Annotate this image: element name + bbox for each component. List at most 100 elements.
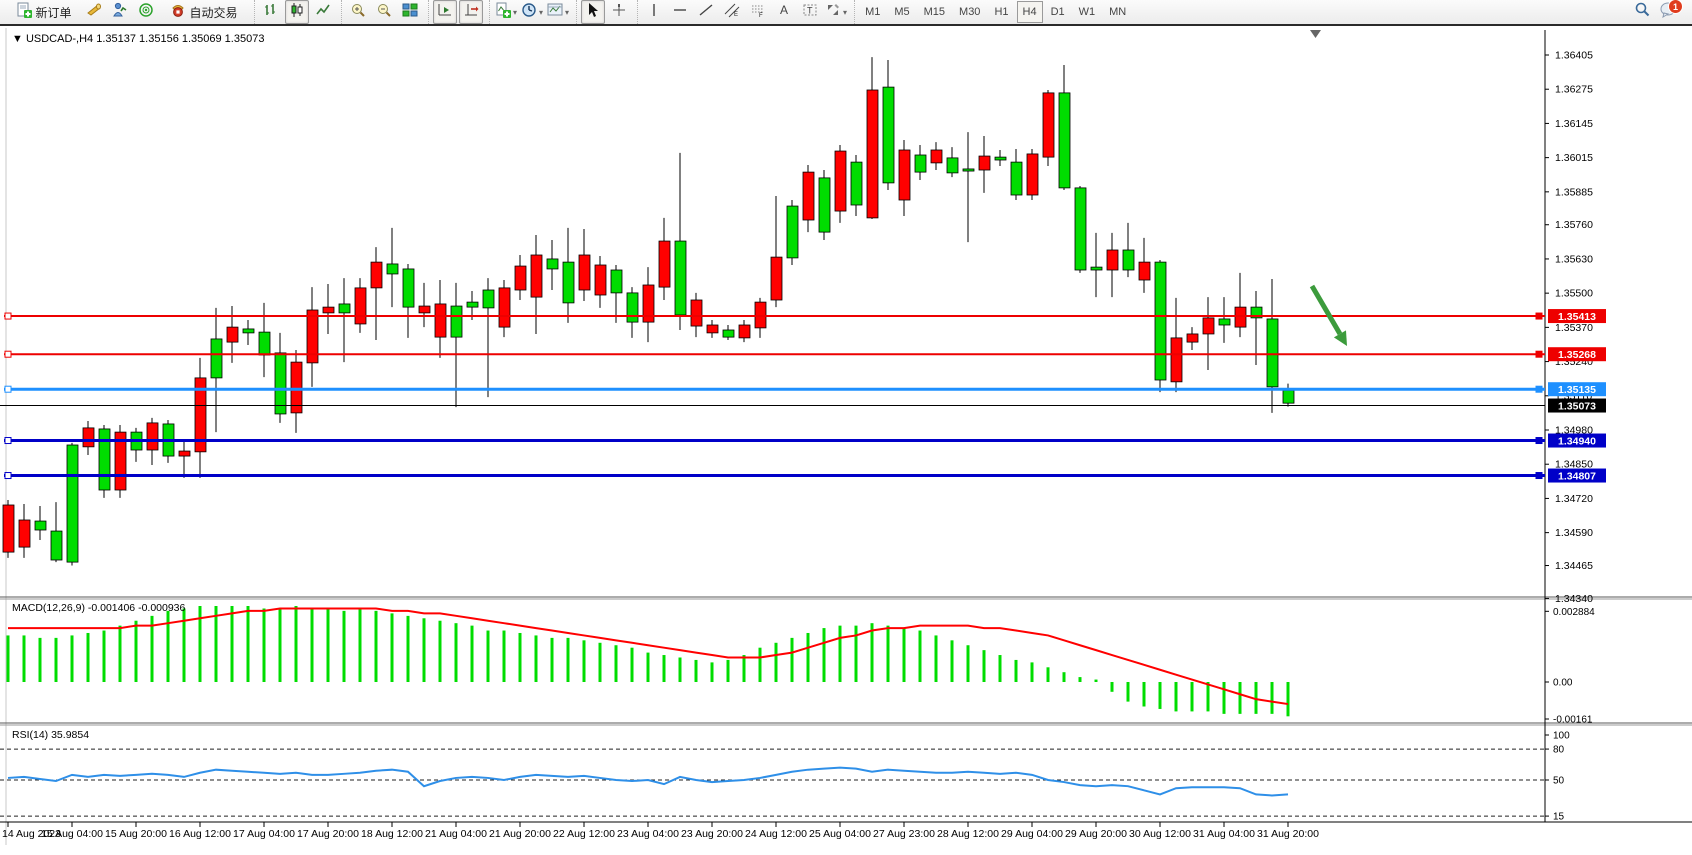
price-tick-label: 1.34590 [1555,527,1593,539]
text-label-icon: T [802,2,818,23]
price-tick-label: 1.36145 [1555,118,1593,130]
auto-trading-button[interactable]: 自动交易 [160,0,248,24]
line-handle[interactable] [4,312,12,320]
time-tick-label: 27 Aug 23:00 [873,828,935,840]
line-handle[interactable] [4,350,12,358]
timeframe-button-D1[interactable]: D1 [1050,6,1065,18]
insert-group: ▾ ▾ ▾ [489,0,574,24]
radar-icon [138,2,154,23]
line-anchor[interactable] [1535,312,1543,320]
timeframe-button-M15[interactable]: M15 [923,6,946,18]
svg-text:F: F [759,13,763,18]
candle-body [242,328,255,334]
candle-body [994,156,1007,161]
chart-shift-marker[interactable] [1310,30,1321,38]
chevron-down-icon: ▾ [513,7,518,17]
notifications-button[interactable]: 1 [1656,0,1683,24]
line-chart-button[interactable] [311,0,335,24]
indicators-button[interactable]: ▾ [494,0,518,24]
zoom-in-button[interactable] [346,0,370,24]
metaeditor-button[interactable] [82,0,106,24]
candle-body [66,444,79,563]
candle-body [2,504,15,553]
line-handle[interactable] [4,472,12,480]
periods-button[interactable]: ▾ [520,0,544,24]
zoom-out-button[interactable] [372,0,396,24]
line-anchor[interactable] [1535,385,1543,393]
candle-body [850,161,863,206]
equidistant-channel-icon: E [724,2,740,23]
candle-body [530,254,543,298]
candlestick-chart-button[interactable] [285,0,309,24]
price-tick-label: 1.34340 [1555,593,1593,605]
price-tick-label: 1.35370 [1555,322,1593,334]
search-icon [1634,1,1651,23]
auto-scroll-button[interactable] [433,0,457,24]
new-order-button[interactable]: 新订单 [8,0,80,24]
rsi-axis-label: 50 [1553,776,1565,787]
text-label-button[interactable]: T [798,0,822,24]
timeframe-button-M1[interactable]: M1 [865,6,881,18]
candle-body [482,289,495,309]
candle-body [306,309,319,364]
candle-body [642,284,655,323]
candle-body [18,519,31,548]
line-anchor[interactable] [1535,472,1543,480]
line-anchor[interactable] [1535,350,1543,358]
timeframe-button-M30[interactable]: M30 [959,6,981,18]
time-tick-label: 24 Aug 12:00 [745,828,807,840]
chart-title: ▼ USDCAD-,H4 1.35137 1.35156 1.35069 1.3… [12,33,264,45]
candle-body [1282,389,1295,404]
price-line-badge-label: 1.35135 [1558,384,1596,396]
text-button[interactable]: A [772,0,796,24]
candle-body [722,329,735,338]
line-handle[interactable] [4,437,12,445]
timeframe-button-MN[interactable]: MN [1109,6,1127,18]
chart-shift-button[interactable] [459,0,483,24]
macd-axis-label: -0.00161 [1553,715,1593,726]
search-button[interactable] [1630,0,1654,24]
main-toolbar: 新订单 自动交易 ▾ ▾ ▾ E F A T [0,0,1692,26]
cursor-button[interactable] [581,0,606,24]
svg-text:E: E [734,12,738,18]
chart-canvas[interactable]: 1.36405 1.36275 1.36145 1.36015 1.35885 1.357… [0,26,1692,855]
tile-windows-button[interactable] [398,0,422,24]
time-tick-label: 31 Aug 20:00 [1257,828,1319,840]
down-arrow-annotation[interactable] [1309,284,1343,336]
bar-chart-button[interactable] [259,0,283,24]
candle-body [386,263,399,275]
time-tick-label: 29 Aug 20:00 [1065,828,1127,840]
signals-button[interactable] [134,0,158,24]
timeframe-button-H4[interactable]: H4 [1016,1,1043,23]
clock-icon [521,2,537,23]
rsi-axis-label: 15 [1553,812,1565,823]
candle-body [754,301,767,329]
new-order-label: 新订单 [35,5,72,20]
crosshair-button[interactable] [607,0,631,24]
down-arrow-head [1333,330,1347,346]
candle-body [1250,306,1263,319]
candle-body [450,305,463,338]
candle-body [1154,261,1167,381]
line-anchor[interactable] [1535,437,1543,445]
templates-button[interactable]: ▾ [546,0,570,24]
timeframe-button-H1[interactable]: H1 [994,6,1009,18]
horizontal-line-button[interactable] [668,0,692,24]
trendline-button[interactable] [694,0,718,24]
line-handle[interactable] [4,385,12,393]
candle-body [658,240,671,288]
candle-body [226,326,239,343]
arrows-button[interactable]: ▾ [824,0,848,24]
timeframe-button-W1[interactable]: W1 [1078,6,1096,18]
strategy-tester-button[interactable] [108,0,132,24]
candle-body [706,324,719,334]
macd-axis-label: 0.00 [1553,678,1573,689]
candle-body [978,155,991,171]
fibonacci-button[interactable]: F [746,0,770,24]
vertical-line-button[interactable] [642,0,666,24]
time-tick-label: 15 Aug 20:00 [105,828,167,840]
macd-label: MACD(12,26,9) -0.001406 -0.000936 [12,602,186,614]
equidistant-channel-button[interactable]: E [720,0,744,24]
timeframe-button-M5[interactable]: M5 [894,6,910,18]
